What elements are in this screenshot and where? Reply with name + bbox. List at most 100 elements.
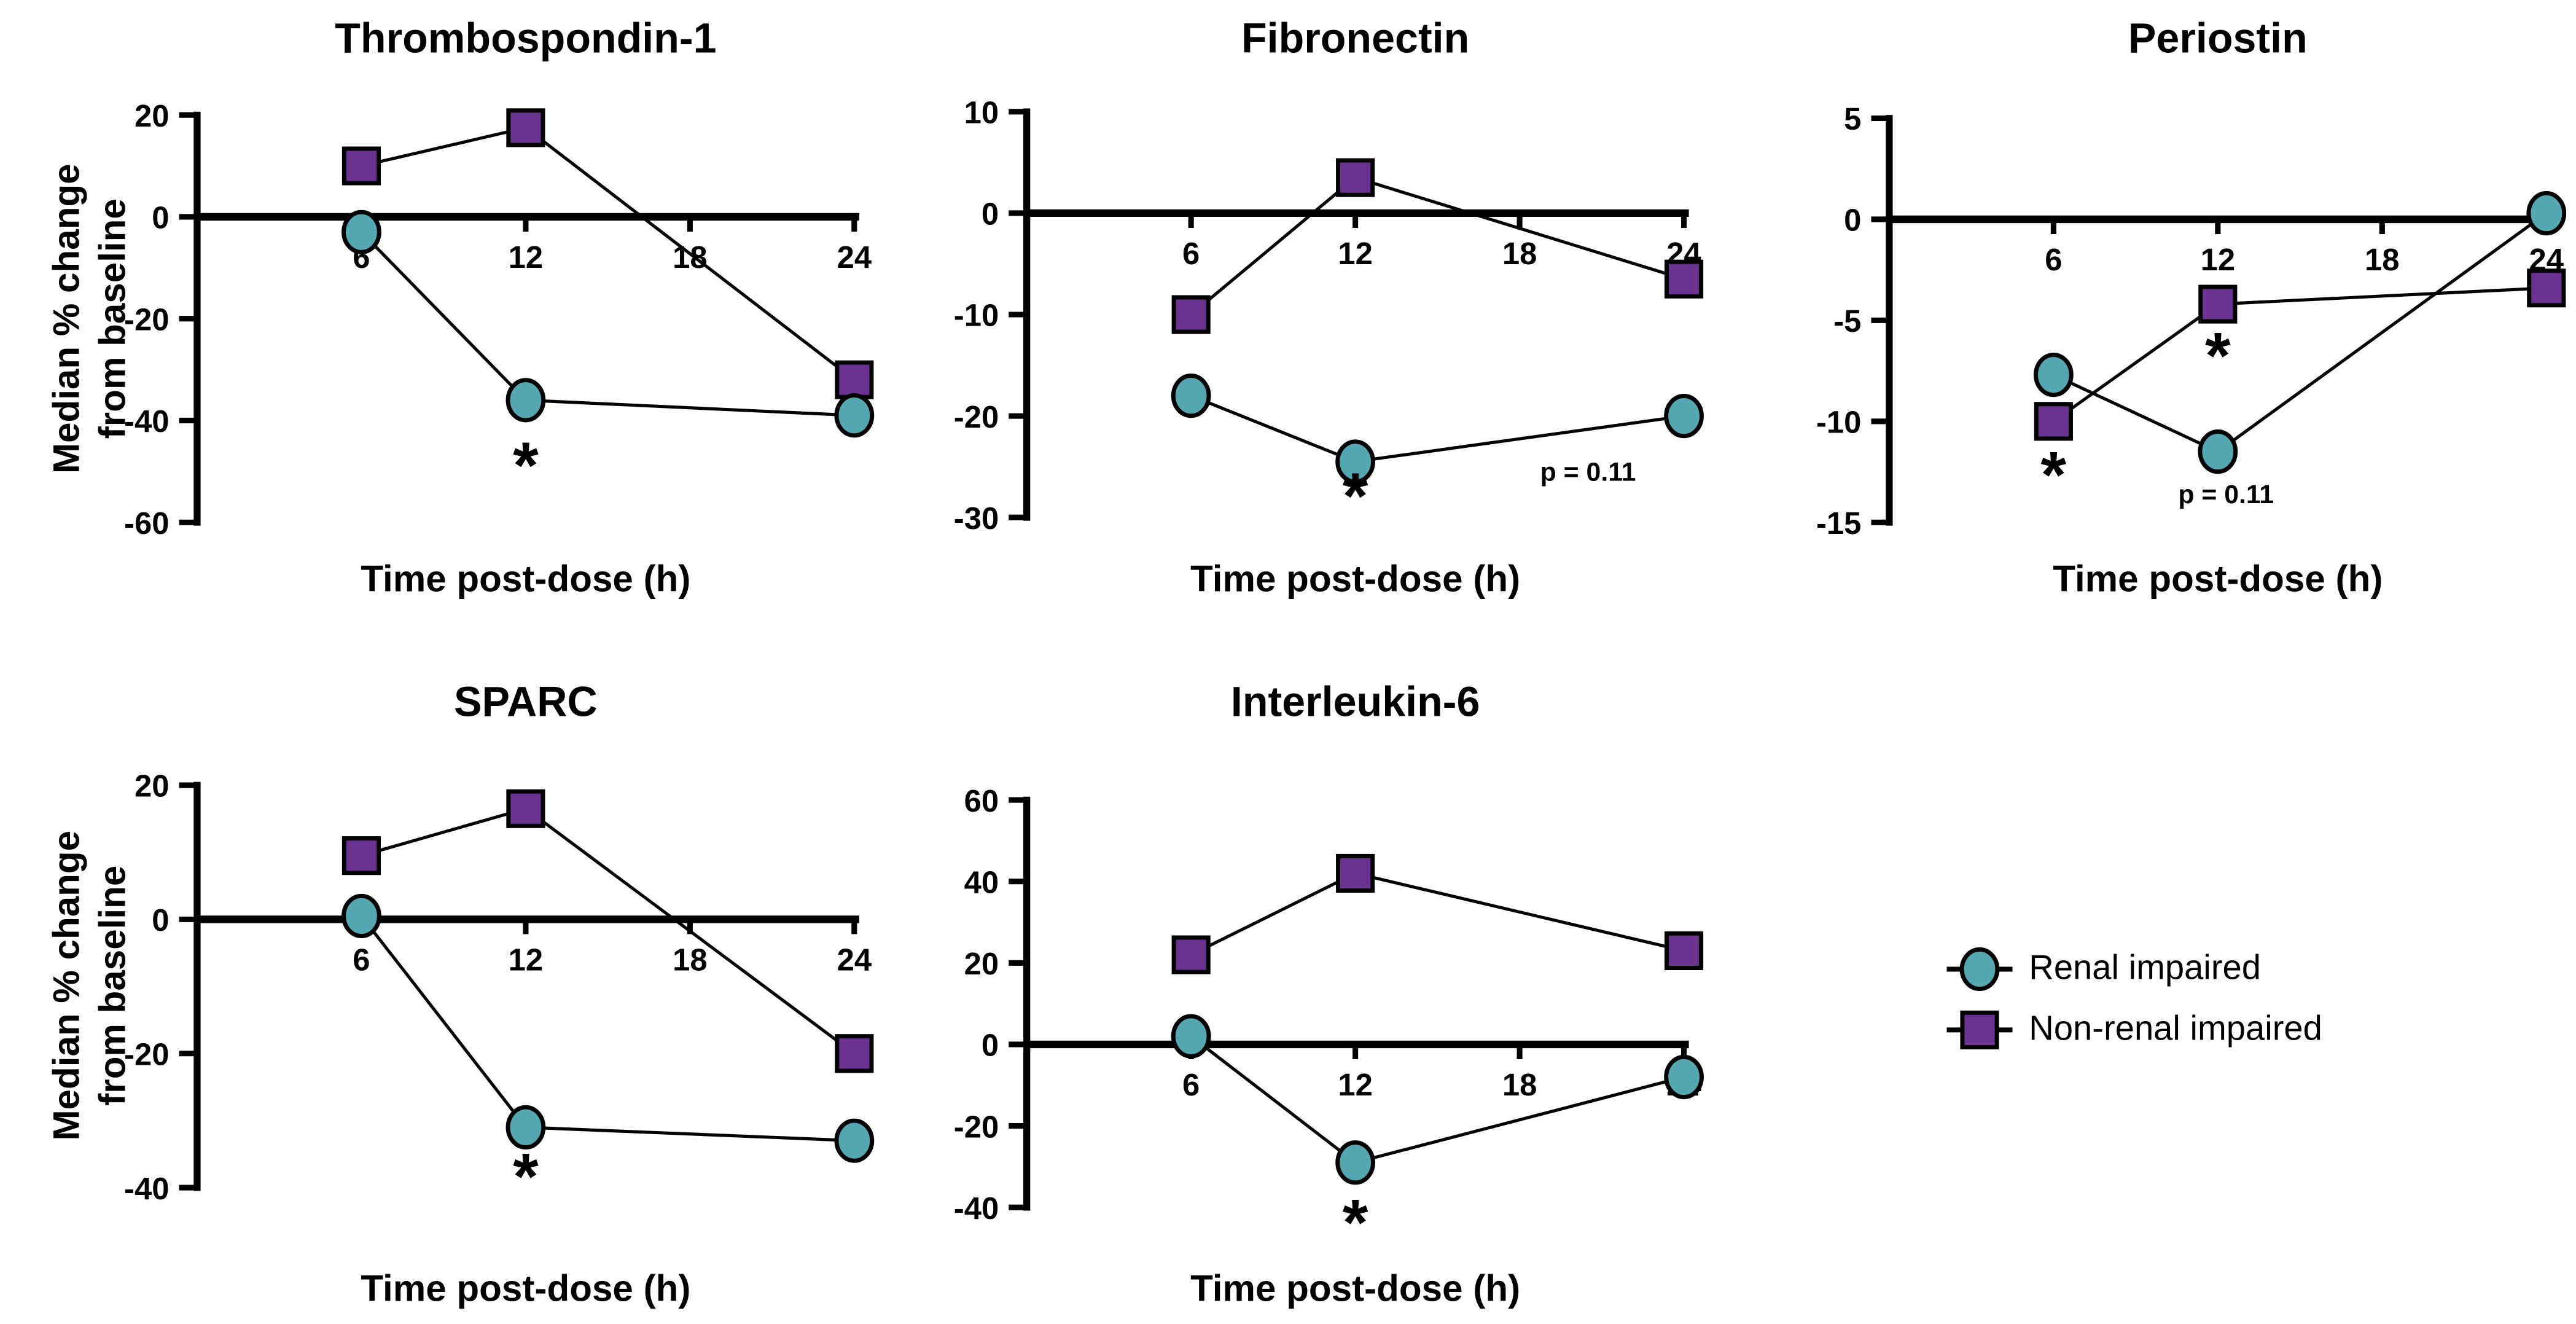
data-point xyxy=(2526,190,2567,236)
chart-title: Interleukin-6 xyxy=(1231,679,1480,726)
y-tick-label: -10 xyxy=(1816,405,1861,440)
p-value-label: p = 0.11 xyxy=(2178,480,2274,509)
series-line-non-renal-impaired xyxy=(1190,871,1685,957)
x-tick-label: 18 xyxy=(2365,242,2400,277)
series-markers-renal-impaired xyxy=(342,210,875,438)
x-tick-label: 6 xyxy=(2045,242,2062,277)
y-axis-label-line2: from baseline xyxy=(92,198,133,439)
data-point xyxy=(2527,268,2566,308)
p-value-label: p = 0.11 xyxy=(1540,458,1636,487)
y-axis: 60 40 20 0 -20 -40 xyxy=(954,783,1031,1226)
x-tick-label: 6 xyxy=(1182,236,1200,271)
x-axis-label: Time post-dose (h) xyxy=(361,558,690,600)
x-tick-label: 24 xyxy=(837,240,872,275)
y-axis: 20 0 -20 -40 xyxy=(124,769,201,1206)
y-axis-label-line2: from baseline xyxy=(92,866,133,1106)
series-line-renal-impaired xyxy=(2053,212,2548,454)
legend: Renal impaired Non-renal impaired xyxy=(1943,938,2322,1060)
x-axis-label: Time post-dose (h) xyxy=(2053,558,2383,600)
series-markers-non-renal-impaired xyxy=(2034,268,2566,441)
y-tick-label: 0 xyxy=(982,197,999,232)
plot-area: 20 0 -20 -40 6 12 18 24 * xyxy=(124,769,875,1213)
series-line-non-renal-impaired xyxy=(361,807,856,1055)
y-tick-label: 0 xyxy=(1844,203,1861,238)
series-line-renal-impaired xyxy=(1190,1035,1685,1165)
y-axis: 20 0 -20 -40 -60 xyxy=(124,98,201,541)
data-point xyxy=(342,210,381,254)
data-point xyxy=(1335,439,1375,484)
x-tick-label: 6 xyxy=(353,942,370,977)
data-point xyxy=(2034,353,2074,398)
x-tick-label: 18 xyxy=(673,942,708,977)
data-point xyxy=(1335,1140,1375,1185)
x-tick-label: 12 xyxy=(1338,236,1373,271)
y-axis-label-line1: Median % change xyxy=(45,831,87,1141)
y-tick-label: -20 xyxy=(954,399,999,434)
y-tick-label: -15 xyxy=(1816,506,1861,541)
data-point xyxy=(342,146,381,186)
series-line-renal-impaired xyxy=(360,915,854,1143)
data-point xyxy=(342,836,381,875)
chart-title: SPARC xyxy=(454,679,598,726)
y-tick-label: -40 xyxy=(954,1191,999,1226)
series-line-non-renal-impaired xyxy=(2052,286,2547,423)
significance-asterisk: * xyxy=(1343,459,1368,533)
data-point xyxy=(506,108,545,147)
significance-asterisk: * xyxy=(513,428,539,502)
y-axis-label-line1: Median % change xyxy=(45,163,87,474)
data-point xyxy=(2034,402,2073,441)
data-point xyxy=(1336,158,1375,197)
chart-periostin-svg: Periostin 50-5-10-156 12 18 24**p = 0.11 Ti… xyxy=(1816,15,2567,600)
y-tick-label: 40 xyxy=(964,864,999,899)
x-tick-label: 18 xyxy=(1502,1067,1537,1102)
y-tick-label: -40 xyxy=(124,1171,169,1206)
x-tick-label: 12 xyxy=(2201,242,2236,277)
data-point xyxy=(1171,295,1211,334)
plot-area: 50-5-10-156 12 18 24**p = 0.11 xyxy=(1816,101,2567,541)
x-tick-label: 18 xyxy=(1502,236,1537,271)
y-tick-label: -5 xyxy=(1833,304,1861,339)
series-markers-non-renal-impaired xyxy=(1171,158,1704,334)
chart-fibronectin-svg: Fibronectin 100-10-20-306 12 18 24* p = 0.11… xyxy=(954,15,1704,600)
circle-marker-icon xyxy=(1946,946,2013,990)
y-tick-label: 60 xyxy=(964,783,999,818)
chart-title: Thrombospondin-1 xyxy=(335,15,716,62)
y-tick-label: -10 xyxy=(954,298,999,333)
series-markers-renal-impaired xyxy=(1171,373,1704,484)
data-point xyxy=(505,378,546,423)
y-tick-label: 0 xyxy=(982,1028,999,1063)
y-tick-label: 0 xyxy=(152,903,169,938)
chart-sparc: SPARC Median % change from baseline 20 0 -… xyxy=(17,657,912,1324)
plot-area: 100-10-20-306 12 18 24* p = 0.11 xyxy=(954,95,1704,536)
series-markers-non-renal-impaired xyxy=(342,108,874,399)
y-tick-label: 20 xyxy=(964,946,999,981)
y-tick-label: 20 xyxy=(135,98,170,133)
square-marker-icon xyxy=(1946,1009,2013,1049)
series-line-non-renal-impaired xyxy=(1190,176,1685,316)
y-tick-label: 20 xyxy=(135,769,170,804)
x-axis-label: Time post-dose (h) xyxy=(1190,558,1520,600)
y-tick-label: -20 xyxy=(954,1109,999,1144)
data-point xyxy=(1664,1054,1704,1100)
series-markers-renal-impaired xyxy=(342,893,875,1163)
x-tick-label: 6 xyxy=(1182,1067,1200,1102)
x-tick-label: 12 xyxy=(1338,1067,1373,1102)
x-axis-label: Time post-dose (h) xyxy=(1190,1268,1520,1309)
data-point xyxy=(1171,1014,1211,1059)
chart-title: Fibronectin xyxy=(1241,15,1469,62)
series-markers-non-renal-impaired xyxy=(342,789,874,1073)
data-point xyxy=(1664,394,1704,439)
series-line-non-renal-impaired xyxy=(361,126,856,382)
y-tick-label: -20 xyxy=(124,302,169,337)
legend-label: Non-renal impaired xyxy=(2029,1009,2322,1048)
x-tick-label: 24 xyxy=(837,942,872,977)
data-point xyxy=(834,1118,875,1163)
